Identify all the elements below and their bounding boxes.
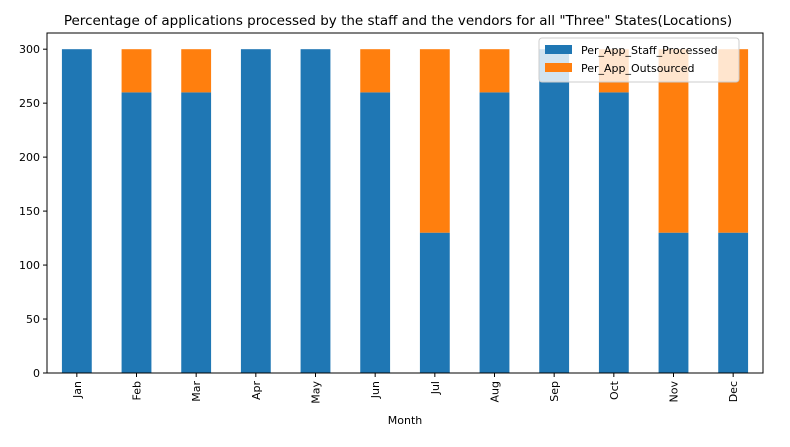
y-tick-label-200: 200: [19, 151, 40, 164]
legend-swatch-outsourced: [545, 63, 572, 72]
y-tick-label-100: 100: [19, 259, 40, 272]
bar-outsourced-jun: [360, 49, 391, 93]
bar-staff-processed-apr: [240, 49, 271, 373]
legend-label-outsourced: Per_App_Outsourced: [581, 62, 694, 75]
y-tick-label-0: 0: [33, 367, 40, 380]
bar-staff-processed-nov: [658, 232, 689, 373]
x-tick-label-mar: Mar: [190, 381, 203, 402]
x-axis-label: Month: [388, 414, 423, 427]
x-tick-label-nov: Nov: [668, 381, 681, 403]
bars-group: [61, 49, 749, 373]
bar-staff-processed-oct: [598, 92, 629, 373]
bar-staff-processed-sep: [539, 49, 570, 373]
y-tick-label-300: 300: [19, 43, 40, 56]
bar-staff-processed-dec: [718, 232, 749, 373]
bar-outsourced-aug: [479, 49, 510, 93]
bar-staff-processed-jun: [360, 92, 391, 373]
x-tick-label-may: May: [310, 381, 323, 404]
x-tick-label-jul: Jul: [429, 381, 442, 395]
bar-staff-processed-jan: [61, 49, 92, 373]
x-tick-label-jan: Jan: [71, 381, 84, 399]
legend-label-staff-processed: Per_App_Staff_Processed: [581, 44, 718, 57]
legend-swatch-staff-processed: [545, 45, 572, 54]
bar-outsourced-feb: [121, 49, 152, 93]
bar-staff-processed-may: [300, 49, 331, 373]
bar-outsourced-mar: [181, 49, 212, 93]
x-tick-label-jun: Jun: [369, 381, 382, 399]
y-tick-label-50: 50: [26, 313, 40, 326]
plot-frame: [46, 32, 764, 374]
x-tick-label-sep: Sep: [548, 381, 561, 402]
bar-staff-processed-mar: [181, 92, 212, 373]
bar-staff-processed-jul: [419, 232, 450, 373]
x-tick-label-feb: Feb: [131, 381, 144, 400]
legend-box: [538, 37, 740, 83]
legend: Per_App_Staff_Processed Per_App_Outsource…: [538, 37, 740, 83]
bar-outsourced-jul: [419, 49, 450, 233]
y-tick-label-150: 150: [19, 205, 40, 218]
bar-staff-processed-feb: [121, 92, 152, 373]
x-tick-label-apr: Apr: [250, 381, 263, 401]
y-tick-label-250: 250: [19, 97, 40, 110]
x-tick-label-oct: Oct: [608, 380, 621, 400]
bar-staff-processed-aug: [479, 92, 510, 373]
x-axis: Jan Feb Mar Apr May Jun Jul Aug Sep Oct Nov Dec: [71, 373, 740, 404]
x-tick-label-aug: Aug: [489, 381, 502, 402]
chart-title: Percentage of applications processed by …: [64, 13, 732, 29]
y-axis: 0 50 100 150 200 250 300: [19, 43, 47, 380]
x-tick-label-dec: Dec: [727, 381, 740, 402]
